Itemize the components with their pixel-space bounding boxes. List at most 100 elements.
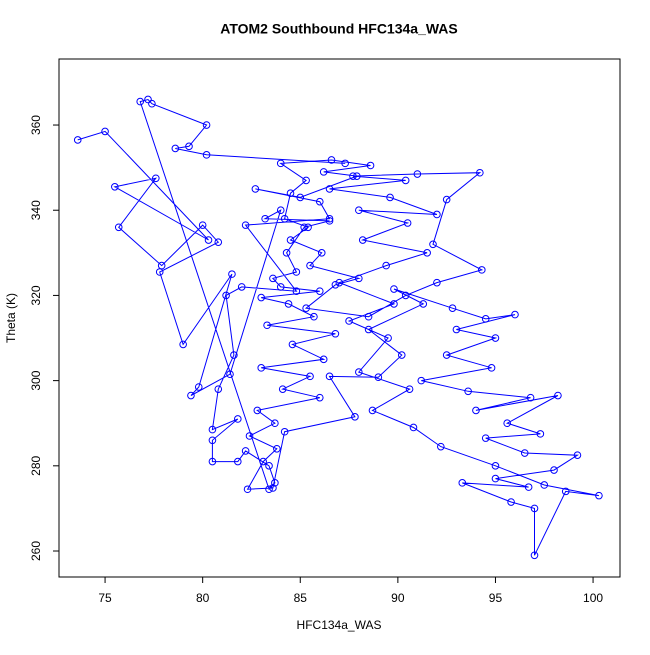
y-tick-label: 360: [29, 115, 43, 135]
data-point: [366, 161, 375, 170]
data-point: [73, 136, 82, 144]
data-point: [269, 274, 277, 283]
data-point: [386, 193, 394, 202]
x-tick-label: 95: [489, 591, 503, 605]
data-point: [530, 551, 539, 560]
data-point: [286, 236, 295, 244]
data-point: [433, 278, 441, 287]
data-point: [464, 387, 472, 396]
data-point: [491, 474, 500, 483]
data-point: [306, 372, 314, 381]
x-tick-label: 85: [294, 591, 308, 605]
x-axis-label: HFC134a_WAS: [297, 618, 382, 632]
data-point: [325, 214, 334, 223]
data-point: [491, 334, 500, 342]
data-point: [364, 325, 373, 334]
data-point: [269, 484, 277, 492]
data-point: [202, 121, 211, 129]
data-point: [503, 419, 511, 428]
data-point: [448, 304, 457, 313]
data-point: [251, 185, 260, 193]
data-point: [155, 268, 164, 276]
data-point: [315, 287, 324, 295]
data-point: [442, 351, 451, 359]
data-point: [561, 487, 570, 496]
data-point: [358, 236, 367, 244]
data-point: [351, 413, 359, 421]
data-point: [179, 340, 187, 349]
data-point: [524, 483, 533, 491]
data-point: [355, 206, 363, 215]
data-point: [390, 285, 398, 293]
data-point: [187, 391, 195, 400]
data-point: [202, 151, 211, 159]
data-line: [77, 98, 599, 556]
data-point: [327, 156, 336, 164]
y-tick-label: 320: [29, 285, 43, 305]
data-point: [477, 266, 486, 274]
data-point: [403, 219, 412, 227]
data-point: [355, 368, 363, 376]
data-point: [481, 434, 490, 442]
data-point: [243, 485, 252, 494]
data-point: [476, 168, 484, 177]
data-point: [136, 97, 145, 106]
data-point: [114, 223, 123, 232]
data-point: [437, 442, 445, 451]
data-point: [296, 193, 305, 202]
data-point: [276, 206, 285, 215]
data-point: [245, 432, 254, 440]
data-point: [276, 159, 285, 168]
data-point: [214, 238, 223, 246]
data-point: [208, 436, 217, 445]
data-point: [481, 315, 490, 323]
data-point: [226, 370, 234, 379]
data-point: [284, 300, 293, 308]
x-tick-label: 90: [391, 591, 405, 605]
data-point: [111, 182, 119, 191]
data-point: [397, 351, 406, 359]
data-point: [241, 447, 250, 455]
data-point: [171, 144, 180, 153]
data-point: [319, 355, 328, 364]
data-point: [222, 291, 230, 300]
data-point: [429, 240, 437, 249]
data-point: [573, 451, 582, 459]
data-point: [540, 481, 549, 489]
data-point: [230, 351, 238, 359]
data-point: [511, 310, 519, 319]
data-point: [452, 325, 461, 334]
data-point: [185, 142, 193, 151]
data-point: [423, 249, 431, 257]
data-point: [401, 176, 410, 185]
data-point: [198, 221, 207, 229]
data-point: [148, 99, 156, 108]
data-point: [331, 280, 340, 289]
data-point: [144, 95, 152, 104]
data-point: [550, 466, 558, 474]
data-point: [194, 383, 203, 391]
data-point: [276, 283, 285, 291]
data-point: [491, 462, 500, 470]
x-tick-label: 80: [196, 591, 210, 605]
data-point: [526, 393, 535, 402]
data-point: [520, 449, 529, 457]
data-point: [384, 334, 392, 342]
data-point: [401, 291, 410, 300]
data-point: [331, 329, 340, 338]
x-tick-label: 100: [583, 591, 603, 605]
data-point: [341, 159, 349, 168]
data-point: [355, 274, 363, 283]
plot-frame: [58, 58, 621, 578]
data-point: [214, 385, 223, 393]
data-point: [382, 261, 390, 270]
data-point: [315, 393, 324, 402]
y-tick-label: 260: [29, 541, 43, 561]
data-point: [259, 457, 267, 466]
data-point: [228, 270, 236, 278]
data-point: [530, 504, 539, 513]
data-point: [306, 261, 314, 270]
data-point: [273, 444, 281, 453]
data-point: [413, 170, 422, 178]
